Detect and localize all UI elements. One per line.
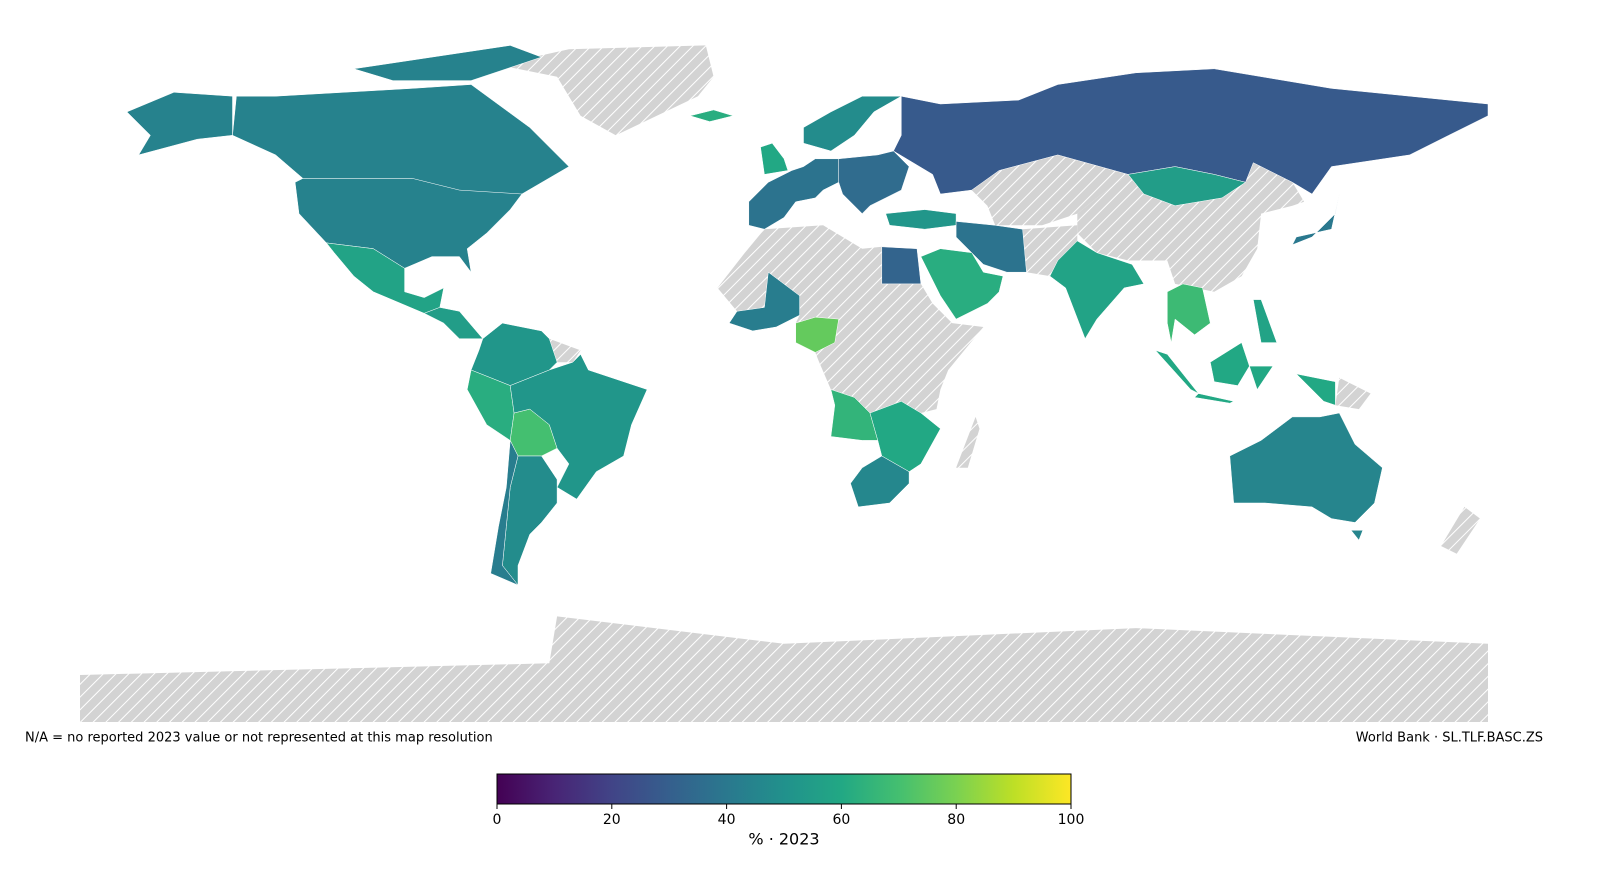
country (325, 242, 445, 314)
country (838, 150, 910, 214)
country (1253, 299, 1278, 343)
countries (126, 45, 1489, 586)
colorbar-label: % · 2023 (748, 830, 819, 849)
no-data-region (717, 225, 984, 413)
country (850, 455, 910, 508)
country (490, 439, 519, 586)
no-data-region (1441, 506, 1481, 554)
colorbar (496, 773, 1072, 805)
country (885, 209, 957, 230)
colorbar-tick-label: 80 (947, 812, 965, 828)
country (423, 307, 484, 339)
country (728, 271, 800, 332)
country (748, 158, 839, 230)
colorbar-tick-label: 60 (832, 812, 850, 828)
country (803, 95, 903, 152)
no-data-region (956, 416, 980, 468)
country (509, 353, 648, 500)
country (1291, 193, 1340, 246)
country (920, 248, 1004, 320)
country (760, 142, 789, 175)
no-data-region (498, 45, 714, 136)
country (830, 389, 879, 441)
colorbar-tick-label: 0 (493, 812, 502, 828)
country (869, 401, 941, 472)
na-note: N/A = no reported 2023 value or not repr… (25, 731, 493, 746)
country (1154, 342, 1336, 406)
country (893, 68, 1489, 195)
no-data-region (80, 616, 1488, 722)
country (1049, 240, 1145, 340)
colorbar-tick-label: 100 (1058, 812, 1085, 828)
country (1229, 412, 1383, 541)
country (1127, 166, 1247, 206)
country (1167, 283, 1211, 343)
no-data-region (1335, 377, 1371, 410)
country (795, 316, 839, 353)
no-data-region (1077, 162, 1305, 292)
colorbar-tick-label: 20 (603, 812, 621, 828)
source-note: World Bank · SL.TLF.BASC.ZS (1356, 731, 1543, 746)
no-data-region (549, 338, 581, 363)
country (881, 246, 922, 285)
colorbar-tick-label: 40 (718, 812, 736, 828)
no-data-region (1022, 225, 1078, 277)
no-data-region (971, 154, 1129, 226)
country (689, 109, 735, 122)
country (955, 221, 1027, 273)
no-data-regions (80, 45, 1488, 722)
